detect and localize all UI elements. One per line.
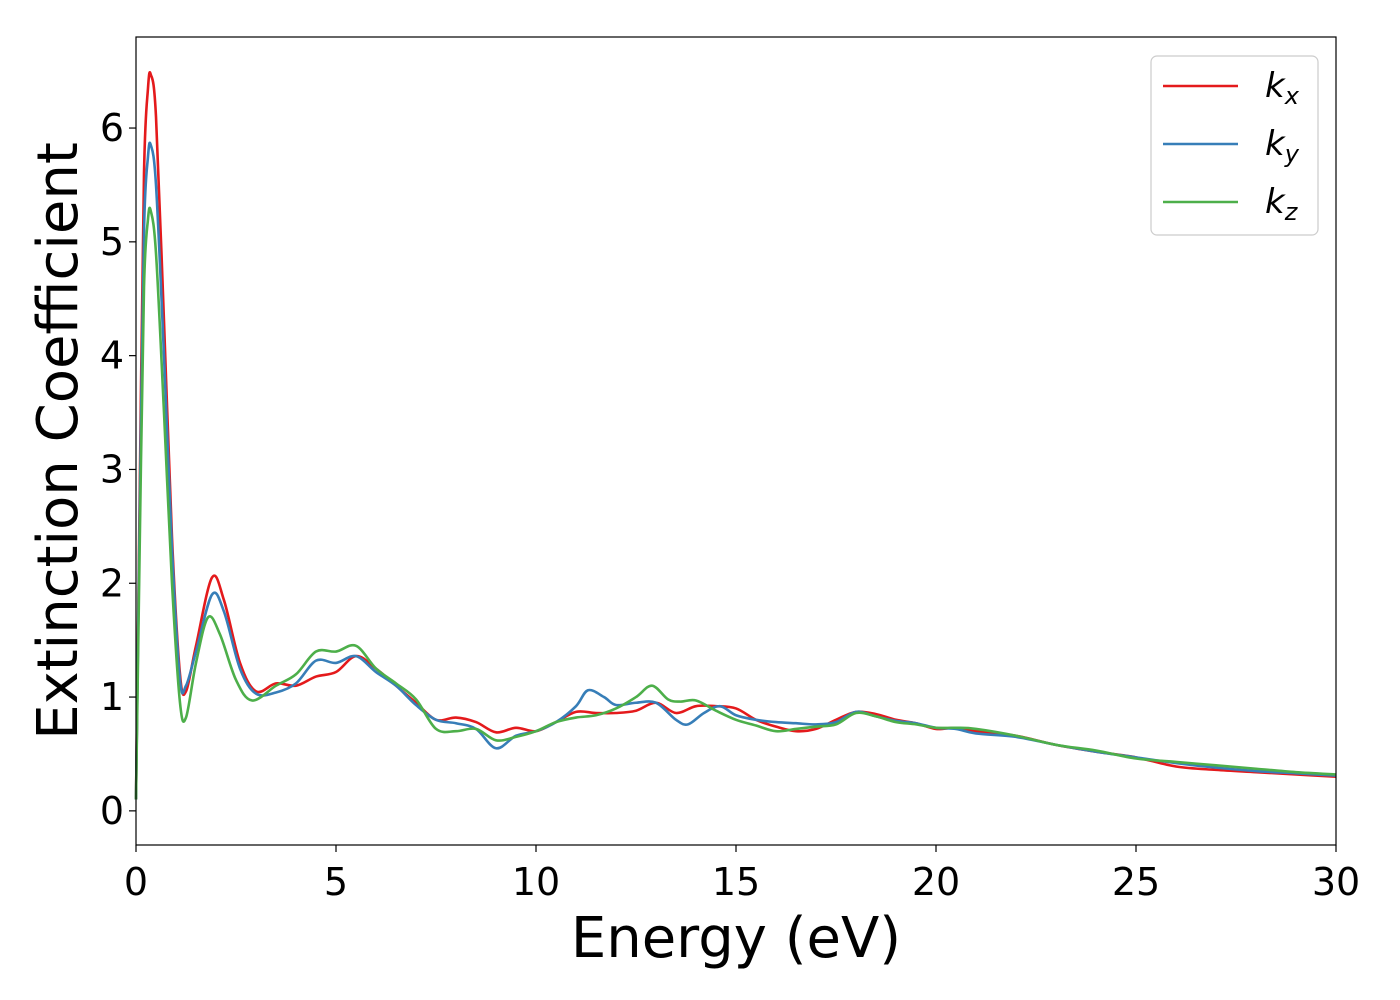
x-tick-label: 30 bbox=[1312, 860, 1360, 904]
y-tick-label: 2 bbox=[100, 561, 124, 605]
y-tick-label: 5 bbox=[100, 220, 124, 264]
x-tick-label: 10 bbox=[512, 860, 560, 904]
y-tick-label: 6 bbox=[100, 106, 124, 150]
x-tick-label: 20 bbox=[912, 860, 960, 904]
series-layer bbox=[134, 71, 1337, 800]
y-axis-title: Extinction Coefficient bbox=[26, 142, 91, 740]
x-axis: 0 5 10 15 20 25 30 bbox=[124, 845, 1360, 904]
y-tick-label: 1 bbox=[100, 675, 124, 719]
y-tick-label: 3 bbox=[100, 447, 124, 491]
x-axis-title: Energy (eV) bbox=[571, 906, 901, 971]
x-tick-label: 15 bbox=[712, 860, 760, 904]
x-tick-label: 25 bbox=[1112, 860, 1160, 904]
y-axis: 0 1 2 3 4 5 6 bbox=[100, 106, 136, 833]
x-tick-label: 0 bbox=[124, 860, 148, 904]
x-tick-label: 5 bbox=[324, 860, 348, 904]
legend-frame bbox=[1150, 55, 1319, 236]
y-tick-label: 0 bbox=[100, 789, 124, 833]
series-line-z bbox=[134, 206, 1337, 800]
y-tick-label: 4 bbox=[100, 334, 124, 378]
